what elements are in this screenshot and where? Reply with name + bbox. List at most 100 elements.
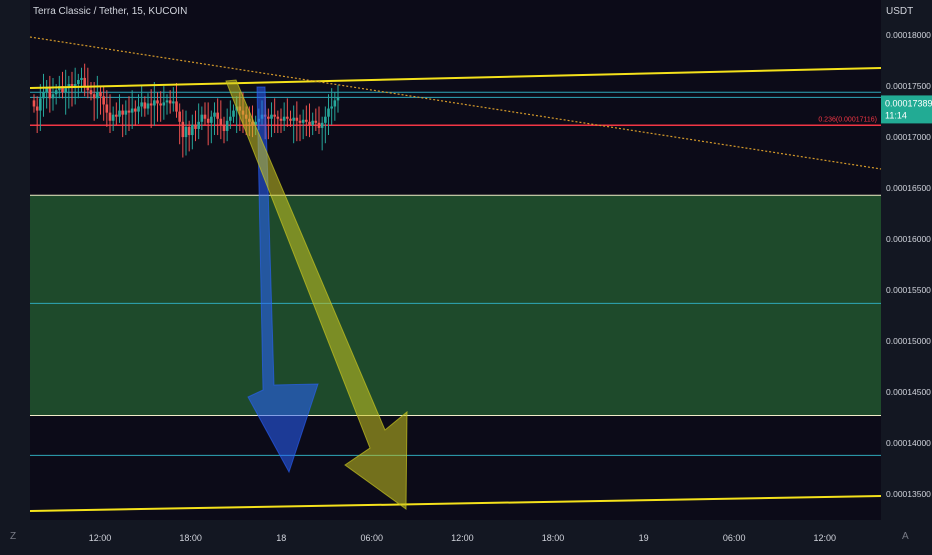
candle-body — [225, 120, 229, 131]
candle-body — [181, 121, 185, 138]
candle-body — [162, 102, 166, 106]
candle-body — [279, 118, 283, 121]
candle-body — [305, 119, 308, 122]
price-axis-tick-label: 0.00015000 — [886, 336, 931, 346]
candle-body — [111, 114, 115, 121]
candle-body — [311, 120, 314, 125]
candle-body — [270, 114, 273, 119]
upper-trendline — [29, 67, 882, 89]
price-axis-tick-label: 0.00014500 — [886, 387, 931, 397]
time-axis-tick-label: 18:00 — [179, 533, 202, 543]
candle-body — [292, 117, 295, 121]
time-axis-tick-label: 12:00 — [451, 533, 474, 543]
candle-body — [35, 106, 39, 111]
candle-body — [213, 112, 216, 117]
blue-down-arrow — [247, 86, 319, 474]
candle-body — [333, 100, 337, 107]
candle-body — [187, 126, 191, 136]
time-axis-tick-label: 19 — [639, 533, 649, 543]
candle-body — [197, 121, 200, 129]
candle-body — [289, 118, 292, 121]
price-axis-tick-label: 0.00017000 — [886, 132, 931, 142]
candle-body — [146, 103, 150, 109]
descending-dotted-trendline — [29, 36, 882, 170]
candle-body — [282, 116, 286, 121]
candle-body — [191, 124, 194, 136]
candle-body — [121, 110, 124, 115]
time-axis-tick-label: 06:00 — [723, 533, 746, 543]
candle-body — [149, 103, 153, 106]
candle-body — [108, 112, 112, 121]
price-axis-tick-label: 0.00016000 — [886, 234, 931, 244]
candle-body — [54, 90, 58, 95]
candle-body — [39, 98, 42, 111]
candle-body — [324, 116, 327, 123]
candle-body — [232, 110, 235, 117]
candle-body — [64, 88, 67, 93]
candle-body — [96, 92, 99, 99]
candle-body — [80, 77, 83, 80]
candle-body — [229, 116, 232, 121]
candle-body — [156, 100, 159, 104]
candle-body — [330, 106, 333, 109]
price-axis-tick-label: 0.00017500 — [886, 81, 931, 91]
candle-body — [86, 86, 90, 91]
candle-body — [102, 96, 105, 105]
candle-body — [172, 101, 175, 104]
candle-body — [314, 120, 318, 123]
candle-body — [124, 110, 128, 115]
time-axis-tick-label: 12:00 — [814, 533, 837, 543]
candle-body — [184, 126, 188, 138]
support-zone — [30, 195, 881, 416]
candle-body — [327, 108, 330, 117]
candle-body — [317, 122, 321, 128]
candle-body — [286, 116, 289, 119]
candle-body — [153, 100, 156, 106]
candle-body — [118, 110, 121, 117]
candle-body — [48, 88, 52, 99]
timezone-z-icon[interactable]: Z — [10, 531, 17, 542]
candle-body — [45, 88, 48, 93]
time-axis-tick-label: 06:00 — [361, 533, 384, 543]
candle-body — [254, 121, 257, 125]
candle-body — [61, 86, 64, 93]
candle-body — [92, 94, 96, 99]
candle-body — [194, 124, 197, 129]
candle-body — [168, 100, 172, 104]
candle-body — [165, 100, 169, 103]
current-price-tag[interactable]: 0.00017389 11:14 — [881, 95, 932, 124]
price-axis-tick-label: 0.00013500 — [886, 489, 931, 499]
currency-label: USDT — [886, 6, 914, 17]
candle-body — [83, 77, 86, 87]
candle-body — [276, 116, 280, 119]
candle-body — [203, 114, 207, 119]
candle-body — [295, 117, 299, 121]
candle-body — [175, 101, 178, 112]
price-tag-value: 0.00017389 — [885, 98, 932, 108]
candle-body — [89, 90, 93, 95]
symbol-title: Terra Classic / Tether, 15, KUCOIN — [33, 6, 188, 17]
candle-body — [32, 100, 36, 107]
yellow-down-arrow — [225, 79, 408, 510]
time-axis-tick-label: 18:00 — [542, 533, 565, 543]
candle-body — [130, 108, 134, 113]
price-axis-tick-label: 0.00018000 — [886, 30, 931, 40]
time-axis-panel — [0, 520, 932, 550]
candle-body — [222, 124, 226, 131]
price-axis-tick-label: 0.00015500 — [886, 285, 931, 295]
candle-body — [178, 111, 181, 122]
candle-body — [273, 114, 276, 117]
time-axis-tick-label: 18 — [276, 533, 286, 543]
candle-body — [105, 104, 109, 113]
candle-body — [115, 114, 118, 117]
candle-body — [99, 92, 102, 97]
candle-body — [308, 121, 311, 125]
candle-body — [206, 118, 210, 123]
fib-level-label: 0.236(0.00017116) — [818, 116, 877, 123]
candle-body — [216, 112, 219, 119]
auto-scale-icon[interactable]: A — [902, 531, 909, 542]
candle-body — [140, 102, 143, 107]
price-tag-countdown: 11:14 — [885, 110, 907, 120]
